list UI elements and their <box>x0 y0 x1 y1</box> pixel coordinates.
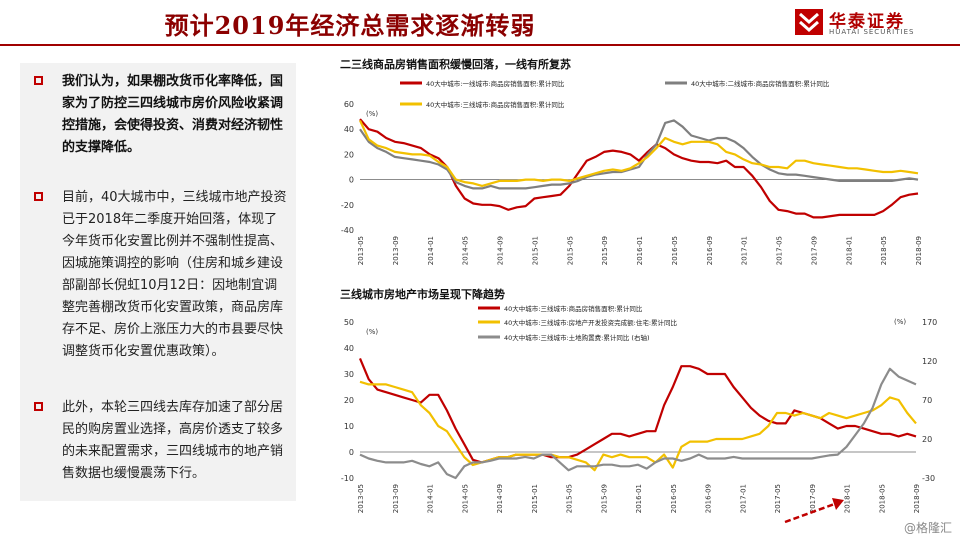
x-tick-label: 2015-01 <box>531 484 539 513</box>
x-tick-label: 2016-09 <box>705 484 713 513</box>
y-tick-label: 60 <box>344 100 354 109</box>
x-tick-label: 2015-01 <box>531 236 539 265</box>
x-tick-label: 2018-09 <box>913 484 921 513</box>
trend-arrowhead-icon <box>832 498 844 510</box>
y-right-tick-label: 70 <box>922 396 932 405</box>
y-tick-label: 10 <box>344 422 354 431</box>
chart-2-title: 三线城市房地产市场呈现下降趋势 <box>340 288 505 301</box>
x-tick-label: 2017-09 <box>810 236 818 265</box>
legend-label-3: 40大中城市:三线城市:商品房销售面积:累计同比 <box>426 100 565 109</box>
x-tick-label: 2015-05 <box>566 484 574 513</box>
bullet-box-icon <box>34 76 43 85</box>
x-tick-label: 2013-05 <box>357 236 365 265</box>
y-tick-label: 30 <box>344 370 354 379</box>
y-right-tick-label: -30 <box>922 474 935 483</box>
y-tick-label: 40 <box>344 344 354 353</box>
y-tick-label: -20 <box>341 201 354 210</box>
series-line-1 <box>358 357 917 464</box>
x-tick-label: 2018-05 <box>880 236 888 265</box>
x-tick-label: 2018-09 <box>915 236 923 265</box>
header-divider <box>0 44 960 46</box>
bullet-2-text: 目前，40大城市中，三线城市地产投资已于2018年二季度开始回落，体现了今年货币… <box>62 190 287 359</box>
y-tick-label: 40 <box>344 125 354 134</box>
y-right-tick-label: 170 <box>922 318 937 327</box>
x-tick-label: 2013-05 <box>357 484 365 513</box>
bullet-2: 目前，40大城市中，三线城市地产投资已于2018年二季度开始回落，体现了今年货币… <box>34 187 288 363</box>
y-right-axis-unit: (%) <box>894 318 906 326</box>
header: 预计2019年经济总需求逐渐转弱 华泰证券 HUATAI SECURITIES <box>0 0 960 46</box>
chart-1-title: 二三线商品房销售面积缓慢回落，一线有所复苏 <box>340 58 571 71</box>
x-tick-label: 2014-09 <box>496 484 504 513</box>
legend-label-1: 40大中城市:三线城市:商品房销售面积:累计同比 <box>504 304 643 313</box>
bullet-3: 此外，本轮三四线去库存加速了部分居民的购房置业选择，高房价透支了较多的未来配置需… <box>34 397 288 485</box>
y-tick-label: 0 <box>349 448 354 457</box>
x-tick-label: 2015-09 <box>600 484 608 513</box>
x-tick-label: 2015-05 <box>566 236 574 265</box>
x-tick-label: 2018-05 <box>878 484 886 513</box>
x-tick-label: 2018-01 <box>845 236 853 265</box>
huatai-logo-icon <box>795 9 823 35</box>
x-tick-label: 2016-01 <box>635 484 643 513</box>
logo-text-en: HUATAI SECURITIES <box>829 28 915 36</box>
page-title: 预计2019年经济总需求逐渐转弱 <box>164 11 536 40</box>
y-axis-unit: (%) <box>366 328 378 336</box>
y-tick-label: 20 <box>344 396 354 405</box>
series-line-2 <box>359 119 919 190</box>
y-tick-label: 20 <box>344 150 354 159</box>
bullet-1-text: 我们认为，如果棚改货币化率降低，国家为了防控三四线城市房价风险收紧调控措施，会使… <box>62 74 284 155</box>
x-tick-label: 2017-01 <box>739 484 747 513</box>
x-tick-label: 2014-01 <box>427 236 435 265</box>
x-tick-label: 2014-01 <box>427 484 435 513</box>
legend-label-2: 40大中城市:二线城市:商品房销售面积:累计同比 <box>691 79 830 88</box>
series-line-2 <box>359 380 917 472</box>
logo: 华泰证券 HUATAI SECURITIES <box>795 7 945 39</box>
x-tick-label: 2018-01 <box>844 484 852 513</box>
x-tick-label: 2017-05 <box>776 236 784 265</box>
y-tick-label: 50 <box>344 318 354 327</box>
x-tick-label: 2016-05 <box>670 484 678 513</box>
x-tick-label: 2016-05 <box>671 236 679 265</box>
y-tick-label: -40 <box>341 226 354 235</box>
x-tick-label: 2013-09 <box>392 484 400 513</box>
logo-text-cn: 华泰证券 <box>829 12 905 32</box>
legend-label-2: 40大中城市:三线城市:房地产开发投资完成额:住宅:累计同比 <box>504 318 678 327</box>
x-tick-label: 2014-05 <box>462 236 470 265</box>
bullet-box-icon <box>34 192 43 201</box>
y-right-tick-label: 120 <box>922 357 937 366</box>
text-panel: 我们认为，如果棚改货币化率降低，国家为了防控三四线城市房价风险收紧调控措施，会使… <box>20 63 296 501</box>
x-tick-label: 2014-09 <box>497 236 505 265</box>
x-tick-label: 2017-01 <box>741 236 749 265</box>
y-right-tick-label: 20 <box>922 435 932 444</box>
series-line-3 <box>359 119 919 187</box>
trend-arrow-icon <box>784 500 841 524</box>
legend-label-3: 40大中城市:三线城市:土地购置费:累计同比 (右轴) <box>504 333 649 342</box>
watermark: @格隆汇 <box>903 521 952 535</box>
x-tick-label: 2017-09 <box>809 484 817 513</box>
series-line-3 <box>359 367 917 480</box>
chart-1: -40 -20 0 20 40 60 (%) 2013-05 2013-09 2014-01 201… <box>341 79 923 265</box>
y-tick-label: -10 <box>341 474 354 483</box>
legend-label-1: 40大中城市:一线城市:商品房销售面积:累计同比 <box>426 79 565 88</box>
x-tick-label: 2014-05 <box>461 484 469 513</box>
x-tick-label: 2016-09 <box>706 236 714 265</box>
chart-2: -10 0 10 20 30 40 50 (%) -30 20 70 120 170 (%) 2013-05… <box>341 304 937 524</box>
bullet-3-text: 此外，本轮三四线去库存加速了部分居民的购房置业选择，高房价透支了较多的未来配置需… <box>62 400 284 481</box>
x-tick-label: 2015-09 <box>601 236 609 265</box>
x-tick-label: 2017-05 <box>774 484 782 513</box>
bullet-box-icon <box>34 402 43 411</box>
x-tick-label: 2016-01 <box>636 236 644 265</box>
x-tick-label: 2013-09 <box>392 236 400 265</box>
bullet-1: 我们认为，如果棚改货币化率降低，国家为了防控三四线城市房价风险收紧调控措施，会使… <box>34 71 288 159</box>
y-axis-unit: (%) <box>366 110 378 118</box>
y-tick-label: 0 <box>349 176 354 185</box>
